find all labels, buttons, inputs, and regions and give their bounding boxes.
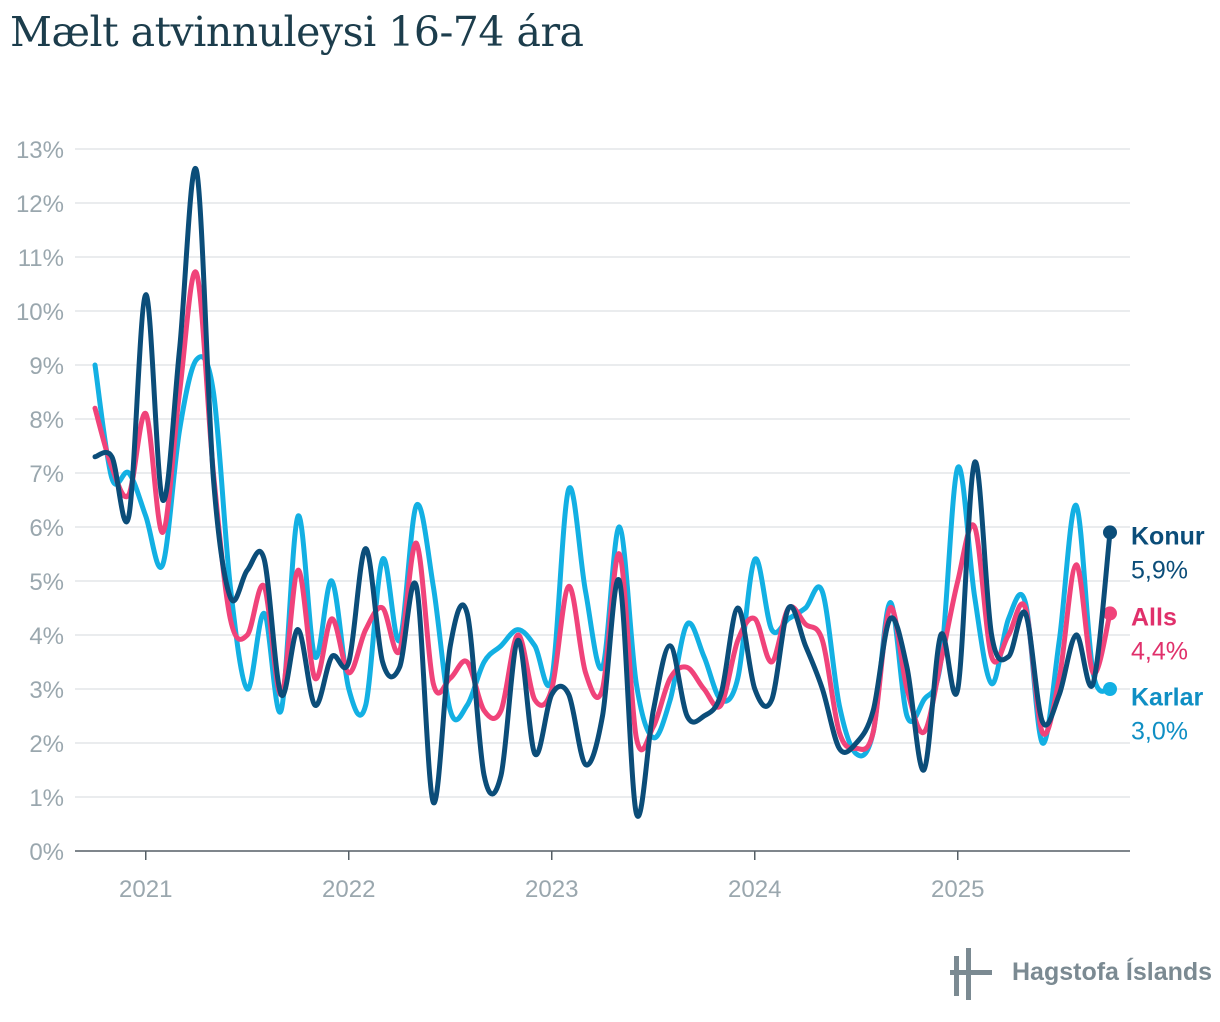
end-label-name-karlar: Karlar (1131, 683, 1204, 711)
y-tick-label: 10% (16, 299, 64, 326)
x-tick-label: 2024 (728, 876, 781, 903)
y-tick-label: 7% (29, 461, 64, 488)
end-label-name-alls: Alls (1131, 603, 1177, 631)
series-end-point-konur (1103, 525, 1117, 540)
y-tick-label: 3% (29, 677, 64, 704)
y-tick-label: 5% (29, 569, 64, 596)
x-tick-label: 2021 (119, 876, 172, 903)
series-line-karlar (92, 354, 1113, 759)
y-tick-label: 4% (29, 623, 64, 650)
series-end-point-alls (1103, 606, 1117, 621)
axes: 0% 1% 2% 3% 4% 5% 6% 7% 8% 9% 10% 11% 12% 13% 2021 2022… (16, 137, 1130, 903)
y-tick-label: 13% (16, 137, 64, 164)
end-label-value-konur: 5,9% (1131, 556, 1188, 584)
y-tick-label: 12% (16, 191, 64, 218)
y-tick-label: 9% (29, 353, 64, 380)
series-lines (92, 165, 1117, 819)
end-labels: Konur 5,9% Alls 4,4% Karlar 3,0% (1131, 522, 1205, 745)
end-label-name-konur: Konur (1131, 522, 1205, 550)
y-tick-label: 8% (29, 407, 64, 434)
series-end-point-karlar (1103, 682, 1117, 696)
end-label-value-karlar: 3,0% (1131, 717, 1188, 745)
x-tick-label: 2025 (931, 876, 984, 903)
y-tick-label: 0% (29, 839, 64, 866)
end-label-value-alls: 4,4% (1131, 637, 1188, 665)
hagstofa-logo-icon (950, 948, 992, 1000)
logo-text: Hagstofa Íslands (1012, 958, 1213, 986)
x-tick-label: 2023 (525, 876, 578, 903)
y-tick-label: 11% (18, 245, 64, 272)
x-tick-label: 2022 (322, 876, 375, 903)
series-line-konur (92, 165, 1113, 819)
chart-title: Mælt atvinnuleysi 16-74 ára (10, 8, 584, 56)
y-tick-label: 6% (29, 515, 64, 542)
hagstofa-logo: Hagstofa Íslands (950, 946, 1213, 1002)
y-tick-label: 2% (29, 731, 64, 758)
y-tick-label: 1% (29, 785, 64, 812)
